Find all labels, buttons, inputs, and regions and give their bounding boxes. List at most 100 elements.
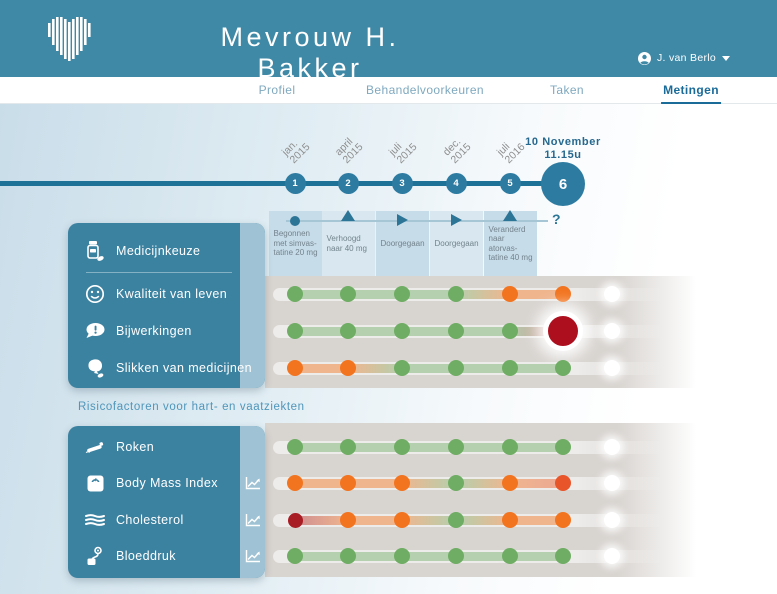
status-dot[interactable] — [502, 360, 518, 376]
status-dot[interactable] — [543, 311, 583, 351]
measurements-dot-grid — [265, 276, 705, 388]
status-dot[interactable] — [502, 439, 518, 455]
dot-connector — [510, 442, 563, 452]
medication-event: Verhoogd naar 40 mg — [321, 211, 375, 276]
status-dot[interactable] — [394, 439, 410, 455]
dot-connector — [456, 442, 510, 452]
status-dot[interactable] — [604, 512, 620, 528]
status-dot[interactable] — [502, 475, 518, 491]
status-dot[interactable] — [502, 512, 518, 528]
pill-bottle-icon — [84, 239, 106, 263]
status-dot[interactable] — [394, 286, 410, 302]
status-dot[interactable] — [340, 512, 356, 528]
timeline-line — [0, 181, 565, 186]
status-dot[interactable] — [287, 360, 303, 376]
status-dot[interactable] — [394, 360, 410, 376]
status-dot[interactable] — [340, 286, 356, 302]
future-question-mark: ? — [552, 211, 561, 227]
medication-event: Veranderd naar atorvas- tatine 40 mg — [483, 211, 537, 276]
status-dot[interactable] — [394, 548, 410, 564]
chart-icon[interactable] — [243, 475, 262, 491]
medication-marker-triangle-right — [451, 214, 462, 226]
dot-connector — [510, 326, 563, 336]
status-dot[interactable] — [394, 512, 410, 528]
tab-behandelvoorkeuren[interactable]: Behandelvoorkeuren — [366, 83, 484, 97]
tab-taken[interactable]: Taken — [549, 83, 585, 97]
status-dot[interactable] — [604, 548, 620, 564]
sidebar-item-kwaliteit-van-leven: Kwaliteit van leven — [84, 281, 227, 307]
status-dot[interactable] — [340, 475, 356, 491]
status-dot[interactable] — [340, 360, 356, 376]
dot-connector — [295, 326, 348, 336]
dot-connector — [295, 478, 348, 488]
status-dot[interactable] — [502, 548, 518, 564]
status-dot[interactable] — [555, 548, 571, 564]
dot-connector — [402, 326, 456, 336]
status-dot[interactable] — [604, 439, 620, 455]
measurements-panel: Medicijnkeuze Kwaliteit van leven — [68, 223, 265, 388]
status-dot[interactable] — [604, 360, 620, 376]
dot-connector — [295, 363, 348, 373]
timeline-point-6[interactable]: 6 — [541, 162, 585, 206]
timeline-point-4[interactable]: 4 — [445, 173, 467, 194]
status-dot[interactable] — [555, 512, 571, 528]
status-dot[interactable] — [340, 323, 356, 339]
timeline-point-1[interactable]: 1 — [284, 173, 306, 194]
status-dot[interactable] — [555, 360, 571, 376]
dot-connector — [456, 289, 510, 299]
status-dot[interactable] — [448, 323, 464, 339]
dot-connector — [456, 326, 510, 336]
cholesterol-icon — [84, 508, 106, 532]
status-dot[interactable] — [604, 323, 620, 339]
timeline-point-2[interactable]: 2 — [337, 173, 359, 194]
dot-connector — [456, 363, 510, 373]
chart-icon[interactable] — [243, 512, 262, 528]
dot-connector — [402, 289, 456, 299]
timeline-point-3[interactable]: 3 — [391, 173, 413, 194]
weight-scale-icon — [84, 471, 106, 495]
status-dot[interactable] — [604, 286, 620, 302]
status-dot[interactable] — [287, 512, 303, 528]
dot-connector — [402, 442, 456, 452]
status-dot[interactable] — [448, 512, 464, 528]
header: Mevrouw H. Bakker J. van Berlo — [0, 0, 777, 83]
status-dot[interactable] — [502, 286, 518, 302]
status-dot[interactable] — [287, 548, 303, 564]
status-dot[interactable] — [555, 475, 571, 491]
status-dot[interactable] — [287, 475, 303, 491]
status-dot[interactable] — [604, 475, 620, 491]
blood-pressure-icon — [84, 544, 106, 568]
status-dot[interactable] — [448, 548, 464, 564]
tab-metingen[interactable]: Metingen — [661, 83, 721, 104]
cigarette-icon — [84, 435, 106, 459]
riskfactors-panel: Roken Body Mass Index Cholesterol — [68, 426, 265, 578]
user-name: J. van Berlo — [657, 52, 717, 64]
page-title: Mevrouw H. Bakker — [220, 22, 400, 83]
user-menu[interactable]: J. van Berlo — [638, 50, 731, 66]
status-dot[interactable] — [448, 286, 464, 302]
status-dot[interactable] — [394, 323, 410, 339]
status-dot[interactable] — [287, 323, 303, 339]
status-dot[interactable] — [287, 286, 303, 302]
chart-icon[interactable] — [243, 548, 262, 564]
status-dot[interactable] — [448, 475, 464, 491]
sidebar-item-bloeddruk: Bloeddruk — [84, 543, 176, 569]
tab-profiel[interactable]: Profiel — [258, 83, 296, 97]
status-dot[interactable] — [448, 360, 464, 376]
dot-connector — [456, 478, 510, 488]
status-dot[interactable] — [340, 439, 356, 455]
status-dot[interactable] — [555, 286, 571, 302]
status-dot[interactable] — [287, 439, 303, 455]
status-dot[interactable] — [394, 475, 410, 491]
status-dot[interactable] — [448, 439, 464, 455]
sidebar-item-medicijnkeuze: Medicijnkeuze — [84, 238, 200, 264]
dot-connector — [295, 515, 348, 525]
status-dot[interactable] — [555, 439, 571, 455]
status-dot[interactable] — [340, 548, 356, 564]
medication-event: Doorgegaan — [429, 211, 483, 276]
sidebar-item-body-mass-index: Body Mass Index — [84, 470, 218, 496]
dot-connector — [510, 363, 563, 373]
timeline-point-5[interactable]: 5 — [499, 173, 521, 194]
dot-connector — [348, 326, 402, 336]
status-dot[interactable] — [502, 323, 518, 339]
